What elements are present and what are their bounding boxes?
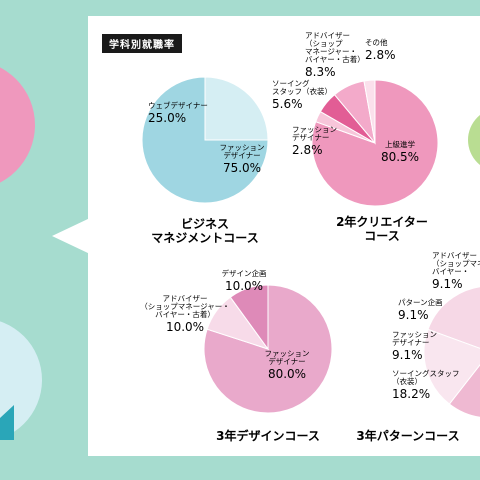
slice-value: 9.1% — [398, 308, 429, 322]
pie-slice — [229, 284, 269, 351]
pie-chart-2: 上級進学80.5%ファッションデザイナー2.8%ソーイングスタッフ（衣装）5.6… — [272, 31, 439, 243]
pie-slice — [203, 284, 333, 414]
pie-slice — [448, 363, 480, 418]
slice-value: 9.1% — [432, 277, 463, 291]
card-pointer — [52, 218, 90, 254]
neighbor-pie-green — [468, 115, 480, 165]
chart-title: 3年デザインコース — [216, 428, 320, 443]
slice-label: アドバイザー（ショップマネージャー・バイヤー・古着） — [305, 31, 365, 64]
slice-label: 上級進学 — [385, 139, 415, 149]
slice-value: 25.0% — [148, 111, 186, 125]
chart-title: ビジネスマネジメントコース — [151, 216, 258, 245]
slice-value: 80.5% — [381, 150, 419, 164]
neighbor-pie-blue-slice — [0, 405, 14, 440]
slice-value: 9.1% — [392, 348, 423, 362]
slice-value: 10.0% — [166, 320, 204, 334]
neighbor-pie-pink — [0, 67, 35, 183]
slice-label: アドバイザー（ショップマネーバイヤー・ — [432, 251, 480, 276]
chart-title: 3年パターンコース — [356, 428, 459, 443]
slice-value: 2.8% — [292, 143, 323, 157]
slice-value: 2.8% — [365, 48, 396, 62]
slice-value: 8.3% — [305, 65, 336, 79]
slice-value: 5.6% — [272, 97, 303, 111]
slice-label: ファッションデザイナー — [265, 349, 310, 366]
slice-label: デザイン企画 — [222, 268, 267, 278]
slice-value: 80.0% — [268, 367, 306, 381]
chart-title: 2年クリエイターコース — [336, 214, 428, 243]
slice-value: 18.2% — [392, 387, 430, 401]
pie-chart-4: ソーイングスタッフ（衣装）18.2%ファッションデザイナー9.1%パターン企画9… — [356, 251, 480, 443]
pie-slice — [423, 328, 480, 405]
pie-slice — [204, 76, 269, 141]
pie-slice — [427, 286, 480, 349]
slice-label: アドバイザー（ショップマネージャー・バイヤー・古着） — [140, 294, 229, 319]
pie-slice — [363, 79, 376, 144]
slice-label: その他 — [365, 37, 388, 47]
slice-label: パターン企画 — [398, 297, 443, 307]
slice-label: ファッションデザイナー — [220, 143, 265, 160]
slice-label: ファッションデザイナー — [292, 125, 337, 142]
section-badge: 学科別就職率 — [102, 34, 182, 53]
slice-value: 10.0% — [225, 279, 263, 293]
slice-label: ファッションデザイナー — [392, 330, 437, 347]
slice-value: 75.0% — [223, 161, 261, 175]
slice-label: ソーイングスタッフ（衣装） — [392, 368, 460, 386]
slice-label: ウェブデザイナー — [148, 100, 208, 110]
slice-label: ソーイングスタッフ（衣装） — [272, 78, 332, 96]
